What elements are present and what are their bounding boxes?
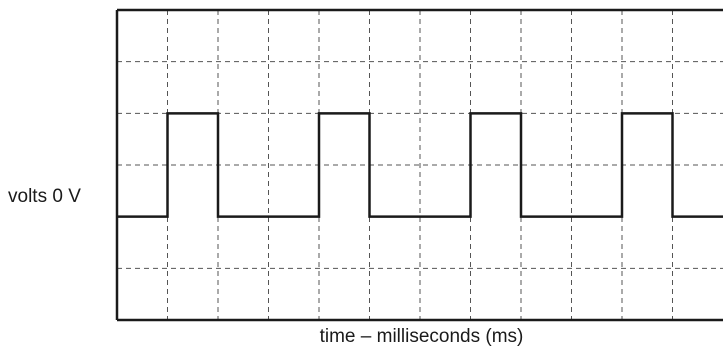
x-axis-label: time – milliseconds (ms) xyxy=(319,326,524,347)
plot-frame xyxy=(115,8,723,322)
y-axis-label: volts 0 V xyxy=(8,186,81,207)
square-wave-trace xyxy=(117,112,723,218)
